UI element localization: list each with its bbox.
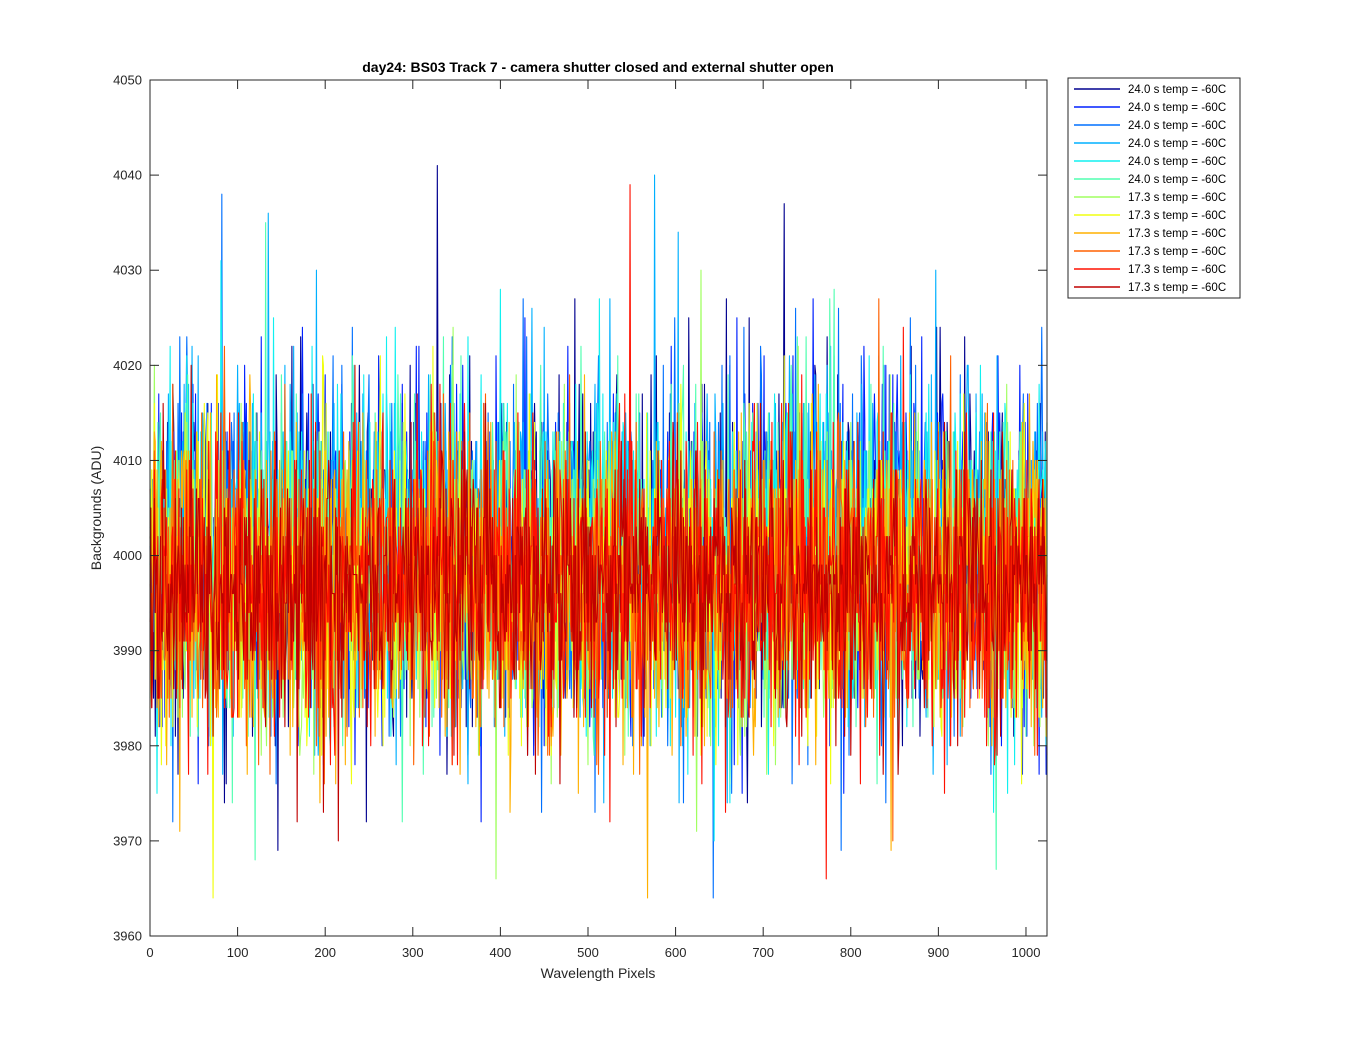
legend-entry-label: 17.3 s temp = -60C — [1128, 246, 1226, 258]
legend-entry-label: 24.0 s temp = -60C — [1128, 120, 1226, 132]
chart-title: day24: BS03 Track 7 - camera shutter clo… — [362, 59, 834, 75]
y-axis-label: Backgrounds (ADU) — [88, 446, 104, 571]
legend: 24.0 s temp = -60C 24.0 s temp = -60C 24.0… — [1067, 77, 1241, 299]
x-tick-label: 400 — [490, 945, 512, 960]
y-tick-label: 4010 — [113, 453, 142, 468]
legend-entry-label: 24.0 s temp = -60C — [1128, 156, 1226, 168]
x-tick-label: 900 — [928, 945, 950, 960]
legend-entry-label: 24.0 s temp = -60C — [1128, 102, 1226, 114]
y-tick-label: 4040 — [113, 168, 142, 183]
x-tick-label: 800 — [840, 945, 862, 960]
axis-ticks: 0 100 200 300 400 500 600 700 800 900 1000 3960 3970… — [113, 73, 1047, 960]
legend-box — [1067, 77, 1241, 299]
axes-box — [149, 79, 1048, 937]
y-tick-label: 4020 — [113, 358, 142, 373]
y-tick-label: 4030 — [113, 263, 142, 278]
x-tick-label: 600 — [665, 945, 687, 960]
y-tick-label: 3990 — [113, 643, 142, 658]
y-tick-label: 4050 — [113, 73, 142, 88]
legend-entry-label: 17.3 s temp = -60C — [1128, 228, 1226, 240]
x-axis-label: Wavelength Pixels — [541, 965, 656, 981]
legend-entry-label: 24.0 s temp = -60C — [1128, 138, 1226, 150]
plot-lines — [149, 165, 1048, 899]
series-line-12 — [149, 364, 1048, 842]
x-tick-label: 700 — [752, 945, 774, 960]
legend-entry-label: 24.0 s temp = -60C — [1128, 174, 1226, 186]
legend-entry-label: 24.0 s temp = -60C — [1128, 84, 1226, 96]
y-tick-label: 4000 — [113, 548, 142, 563]
legend-entry-label: 17.3 s temp = -60C — [1128, 264, 1226, 276]
y-tick-label: 3980 — [113, 738, 142, 753]
x-tick-label: 500 — [577, 945, 599, 960]
y-tick-label: 3960 — [113, 929, 142, 944]
x-tick-label: 300 — [402, 945, 424, 960]
legend-entry-label: 17.3 s temp = -60C — [1128, 282, 1226, 294]
x-tick-label: 1000 — [1012, 945, 1041, 960]
y-tick-label: 3970 — [113, 833, 142, 848]
legend-entry-label: 17.3 s temp = -60C — [1128, 192, 1226, 204]
x-tick-label: 100 — [227, 945, 249, 960]
legend-entry-label: 17.3 s temp = -60C — [1128, 210, 1226, 222]
x-tick-label: 200 — [314, 945, 336, 960]
x-tick-label: 0 — [146, 945, 153, 960]
